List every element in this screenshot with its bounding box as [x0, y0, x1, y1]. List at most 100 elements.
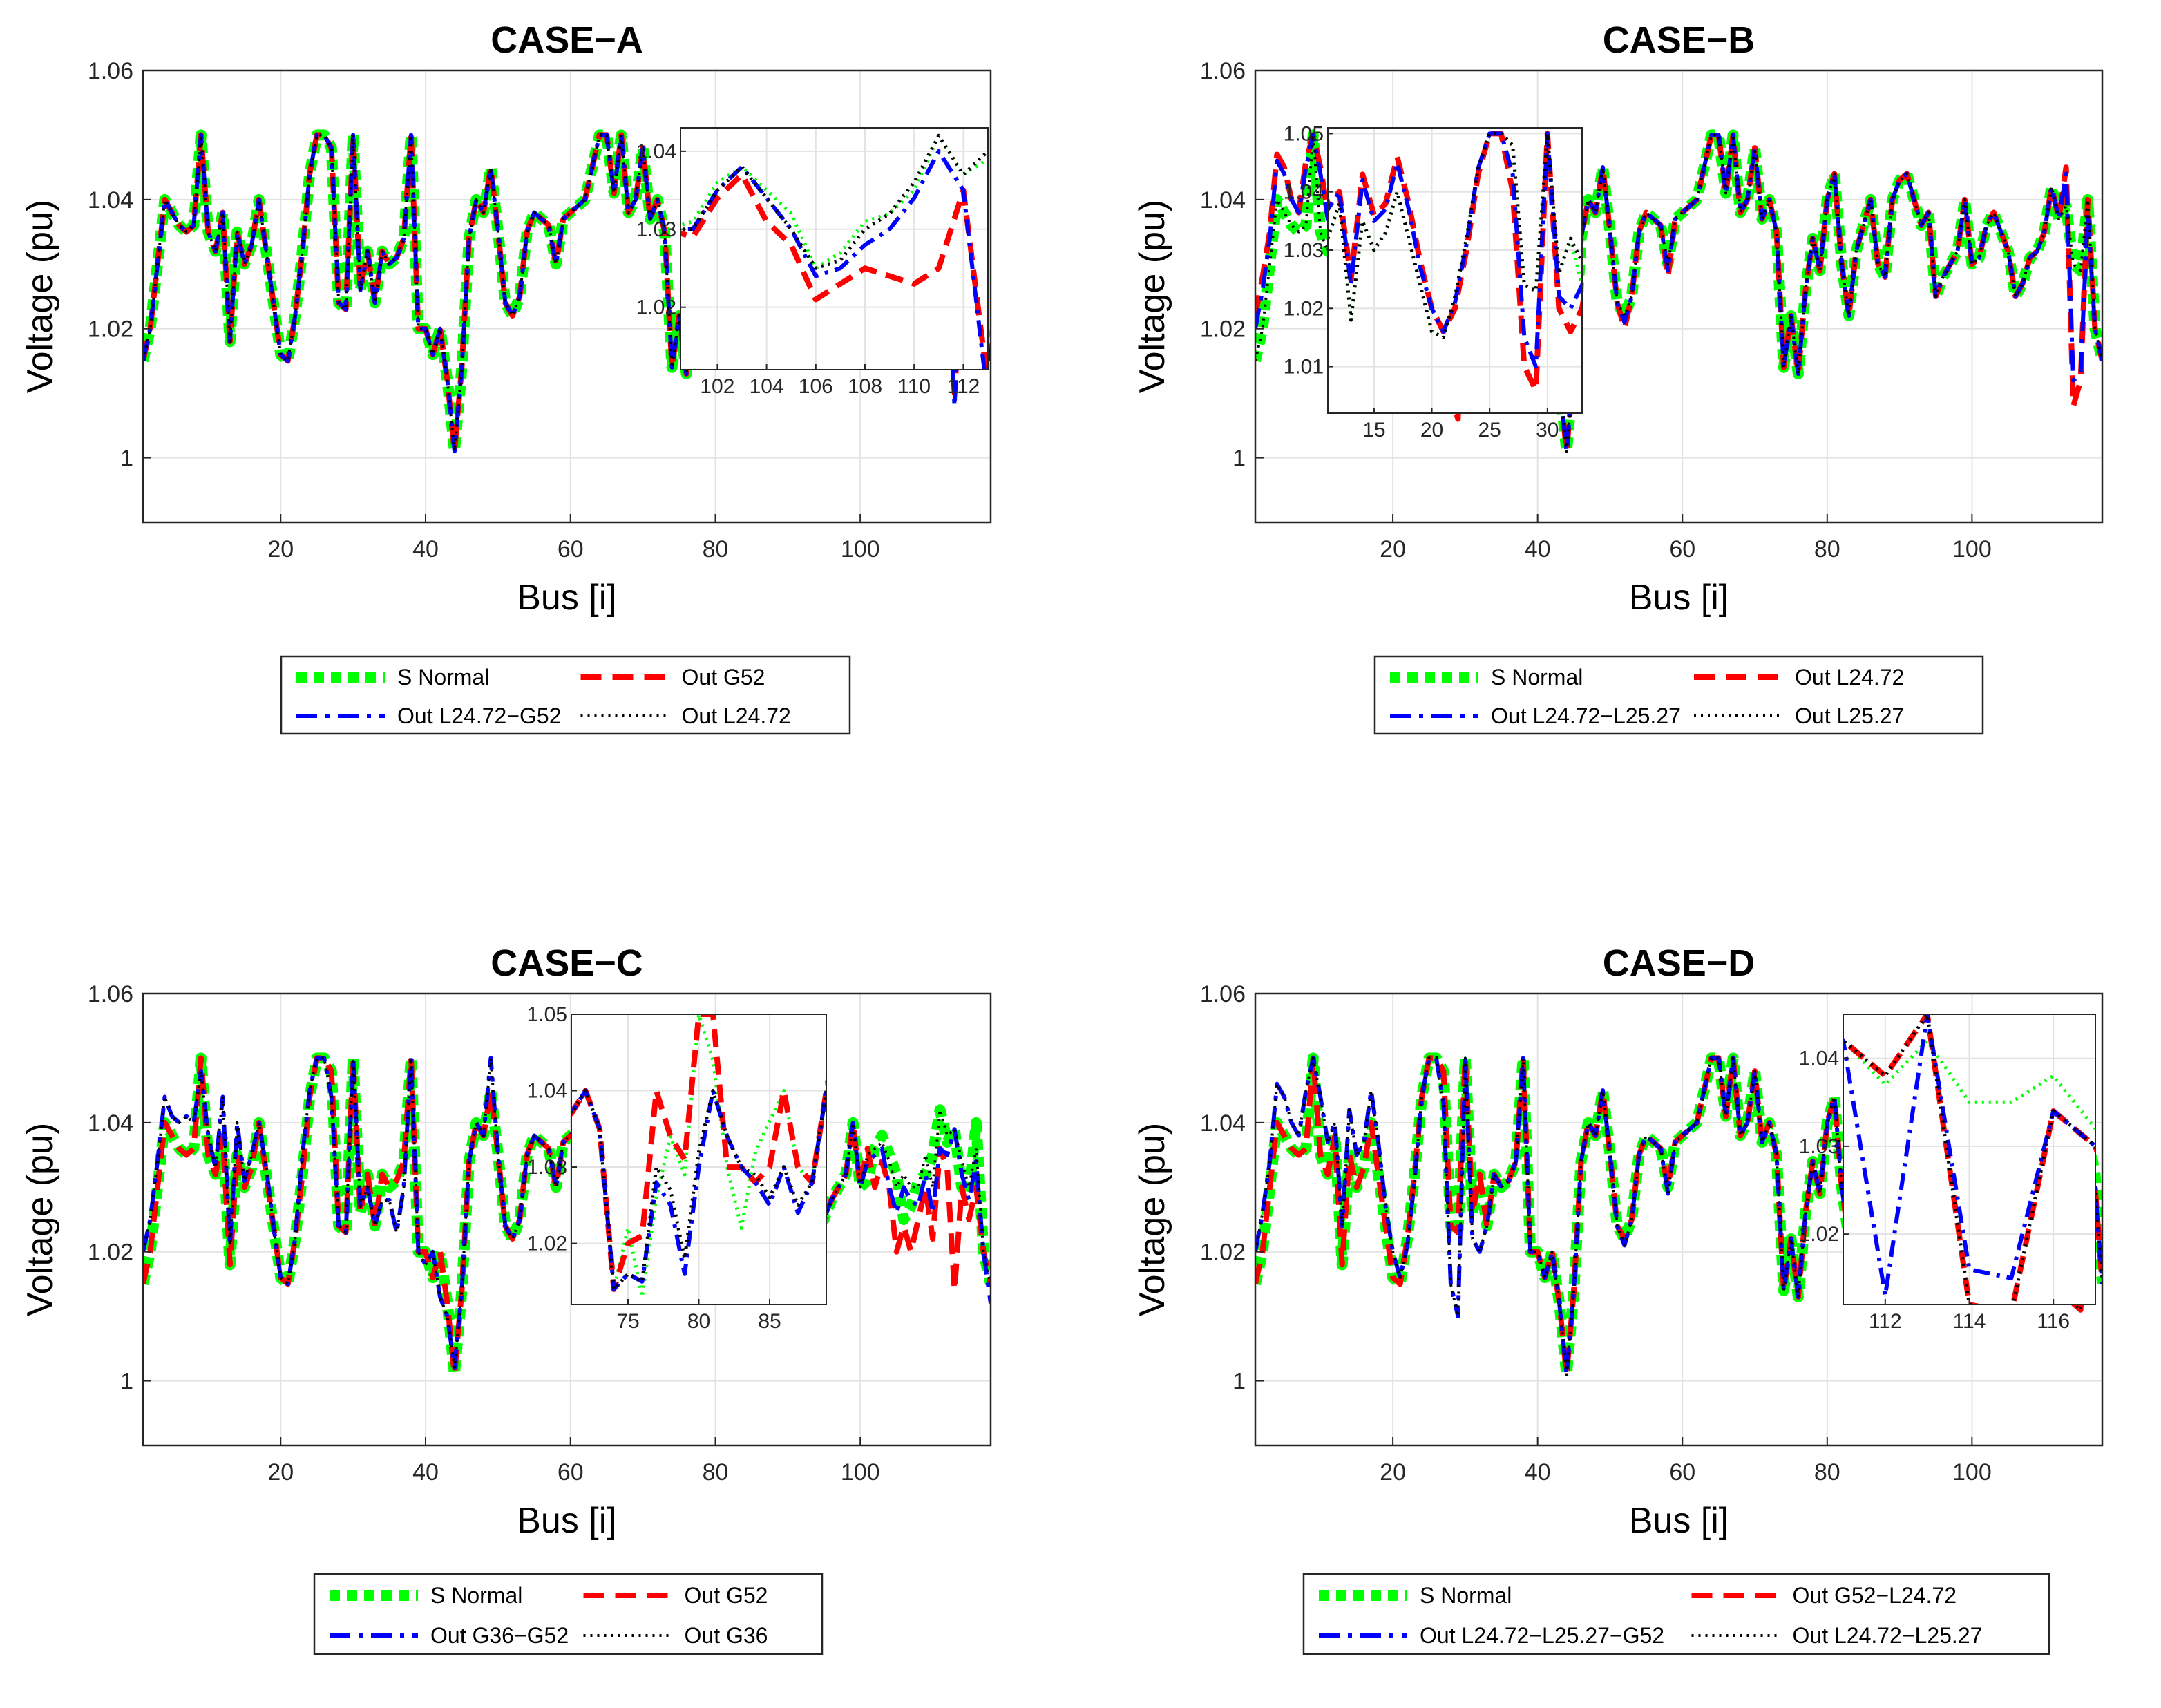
legend-label: Out G36−G52	[430, 1623, 569, 1648]
main-plot-ytick-label: 1.04	[88, 1110, 133, 1137]
main-plot-frame	[1254, 69, 2104, 524]
main-plot-ytick-label: 1	[120, 446, 133, 472]
main-plot-ytick-label: 1.02	[88, 316, 133, 343]
main-plot-series-line	[1255, 1056, 2102, 1376]
main-plot-frame	[1254, 992, 2104, 1447]
legend: S Normal Out G52 Out L24.72−G52 Out L24.72	[280, 655, 851, 735]
main-plot-series-line	[143, 1056, 991, 1369]
inset-plot-ytick-label: 1.02	[1284, 297, 1324, 320]
panel-title: CASE−D	[1603, 942, 1755, 984]
inset-plot-xtick-label: 104	[750, 375, 784, 398]
x-axis-label: Bus [i]	[1629, 578, 1729, 618]
legend-box	[1373, 655, 1984, 735]
inset-plot-ytick-label: 1.04	[636, 140, 676, 163]
legend-label: Out G52−L24.72	[1793, 1583, 1957, 1608]
legend-label: Out L24.72	[682, 703, 791, 728]
inset-plot-series-line	[1843, 1038, 2095, 1135]
main-plot-xtick-label: 40	[412, 1459, 439, 1486]
main-plot-ytick-label: 1.02	[88, 1240, 133, 1266]
legend-label: Out G36	[685, 1623, 768, 1648]
main-plot-xtick-label: 80	[703, 1459, 729, 1486]
main-plot-ytick-label: 1	[1232, 446, 1246, 472]
inset-plot-xtick-label: 112	[946, 375, 980, 398]
inset-plot-ytick-label: 1.05	[1284, 122, 1324, 145]
main-plot-xtick-label: 60	[1669, 1459, 1695, 1486]
inset-plot-series-line	[680, 171, 988, 370]
inset-plot-xtick-label: 112	[1869, 1310, 1902, 1333]
inset-plot-series-line	[1328, 131, 1582, 339]
inset-plot-xtick-label: 20	[1420, 419, 1443, 442]
inset-plot-series-line	[1843, 1014, 2095, 1298]
main-plot-ytick-label: 1	[1232, 1369, 1246, 1395]
inset-plot-series-line	[680, 133, 988, 270]
main-plot-series-line	[1255, 133, 2102, 453]
main-plot-ytick-label: 1	[120, 1369, 133, 1395]
y-axis-label: Voltage (pu)	[20, 200, 60, 393]
main-plot-ytick-label: 1.06	[88, 58, 133, 84]
x-axis-label: Bus [i]	[517, 1501, 617, 1541]
main-plot-frame	[142, 69, 992, 524]
main-plot-ytick-label: 1.06	[88, 981, 133, 1007]
main-plot-ytick-label: 1.04	[1200, 1110, 1246, 1137]
inset-plot-series-line	[1328, 131, 1582, 369]
inset-plot-ytick-label: 1.02	[1799, 1223, 1839, 1246]
inset-plot-xtick-label: 106	[799, 375, 833, 398]
main-plot-xtick-label: 40	[1525, 1459, 1551, 1486]
main-plot-series-line	[143, 1056, 991, 1370]
inset-plot-background	[680, 128, 988, 370]
main-plot-xtick-label: 100	[841, 536, 880, 562]
legend: S Normal Out G52−L24.72 Out L24.72−L25.27−…	[1302, 1573, 2050, 1655]
inset-plot-series-line	[571, 1079, 826, 1291]
main-plot-xtick-label: 80	[1814, 536, 1840, 562]
main-plot-xtick-label: 100	[1952, 1459, 1992, 1486]
legend-label: Out L24.72−G52	[397, 703, 562, 728]
legend-box	[1302, 1573, 2050, 1655]
main-plot-background	[143, 994, 991, 1445]
inset-plot-series-line	[571, 1081, 826, 1291]
main-plot-xtick-label: 40	[412, 536, 439, 562]
inset-plot-ytick-label: 1.04	[1284, 181, 1324, 204]
main-plot-ytick-label: 1.04	[88, 187, 133, 213]
legend-label: Out L24.72−L25.27	[1793, 1623, 1983, 1648]
panel-2: 20 40 60 80 100 1 1.02 1.04 1.06 CASE−B Bus [i] Vol…	[1132, 19, 2104, 735]
inset-plot-ytick-label: 1.03	[1284, 239, 1324, 262]
y-axis-label: Voltage (pu)	[1132, 1123, 1172, 1316]
main-plot-series-group	[143, 1052, 991, 1380]
main-plot-xtick-label: 20	[267, 1459, 294, 1486]
main-plot-xtick-label: 80	[703, 536, 729, 562]
inset-plot-ytick-label: 1.02	[636, 296, 676, 319]
main-plot-xtick-label: 20	[267, 536, 294, 562]
inset-plot-series-line	[680, 133, 988, 270]
inset-plot-frame	[1327, 127, 1583, 414]
inset-plot-xtick-label: 114	[1953, 1310, 1986, 1333]
main-plot-grid	[143, 993, 991, 1445]
inset-plot-ytick-label: 1.02	[527, 1233, 567, 1255]
legend-label: S Normal	[1420, 1583, 1512, 1608]
x-axis-label: Bus [i]	[517, 578, 617, 618]
panel-title: CASE−A	[491, 19, 643, 61]
inset-plot-ytick-label: 1.03	[527, 1156, 567, 1179]
inset-plot-series-group	[571, 1014, 826, 1299]
legend-label: Out G52	[685, 1583, 768, 1608]
inset-plot-ytick-label: 1.05	[527, 1003, 567, 1026]
inset-plot-ytick-label: 1.04	[1799, 1047, 1839, 1070]
panels: 20 40 60 80 100 1 1.02 1.04 1.06 CASE−A Bus [i] Vol…	[20, 19, 2104, 1655]
inset-plot-xtick-label: 30	[1536, 419, 1559, 442]
inset-plot-xtick-label: 25	[1478, 419, 1501, 442]
legend-label: Out G52	[682, 665, 765, 690]
inset-plot-series-line	[680, 149, 987, 370]
legend: S Normal Out L24.72 Out L24.72−L25.27 Out L…	[1373, 655, 1984, 735]
legend-label: Out L24.72−L25.27	[1491, 703, 1681, 728]
main-plot-xtick-label: 100	[1952, 536, 1992, 562]
panel-4: 20 40 60 80 100 1 1.02 1.04 1.06 CASE−D Bus [i] Vol…	[1132, 942, 2104, 1655]
inset-plot-frame	[680, 127, 989, 370]
legend-label: S Normal	[1491, 665, 1583, 690]
main-plot-ytick-label: 1.06	[1200, 981, 1246, 1007]
panel-1: 20 40 60 80 100 1 1.02 1.04 1.06 CASE−A Bus [i] Vol…	[20, 19, 992, 735]
legend-label: Out L24.72−L25.27−G52	[1420, 1623, 1664, 1648]
main-plot-ytick-label: 1.04	[1200, 187, 1246, 213]
inset-plot-ytick-label: 1.03	[1799, 1135, 1839, 1158]
legend-box	[280, 655, 851, 735]
inset-plot-ytick-label: 1.01	[1284, 356, 1324, 379]
inset-plot-xtick-label: 85	[758, 1310, 781, 1333]
